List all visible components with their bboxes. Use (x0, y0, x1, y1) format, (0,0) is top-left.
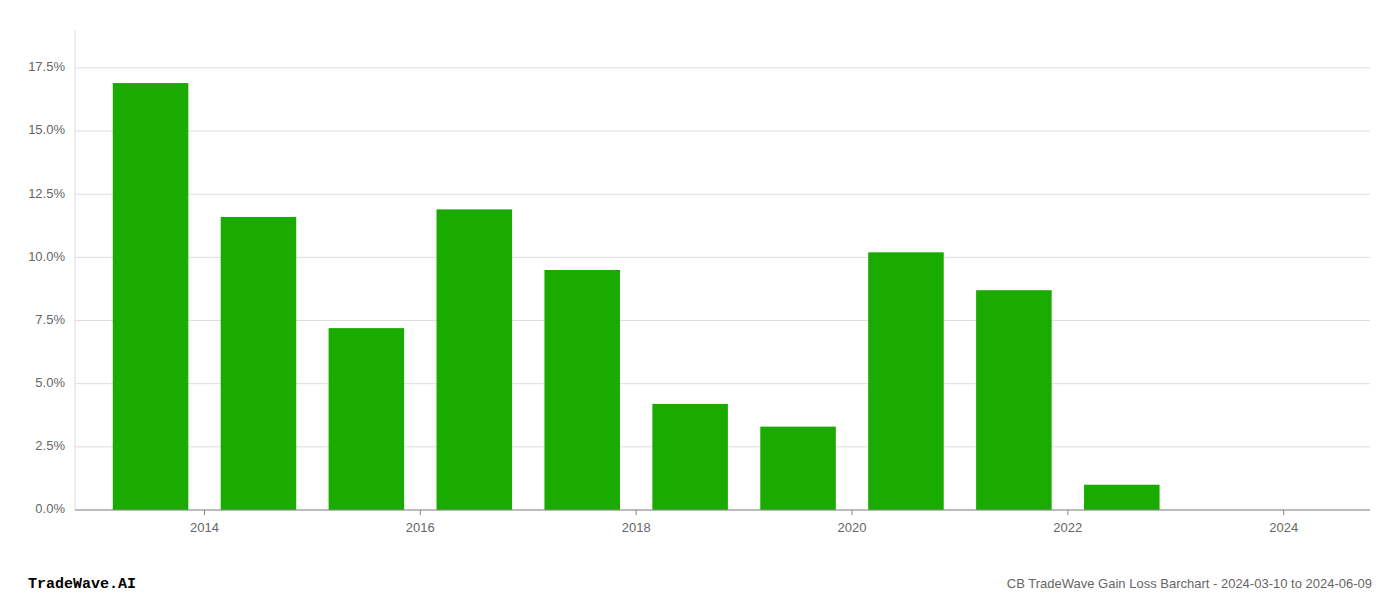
grid-line (75, 510, 1370, 511)
footer-right: CB TradeWave Gain Loss Barchart - 2024-0… (1007, 576, 1372, 591)
chart: 0.0% 2.5% 5.0% 7.5% 10.0% 12.5% 15.0% 17.5% 2014… (0, 0, 1400, 600)
x-tick (1283, 510, 1284, 515)
x-tick (636, 510, 637, 515)
footer-left: TradeWave.AI (28, 576, 136, 593)
y-tick-label: 0.0% (35, 501, 65, 516)
x-tick-label: 2020 (838, 520, 867, 535)
y-axis-line (75, 30, 76, 510)
y-tick-label: 2.5% (35, 438, 65, 453)
bar (329, 328, 405, 510)
grid-line (75, 194, 1370, 195)
y-tick-label: 7.5% (35, 312, 65, 327)
x-tick-label: 2014 (190, 520, 219, 535)
x-tick-label: 2022 (1053, 520, 1082, 535)
x-tick (1067, 510, 1068, 515)
bar (221, 217, 297, 510)
x-tick-label: 2016 (406, 520, 435, 535)
x-axis-line (75, 510, 1370, 511)
bar (976, 290, 1052, 510)
bar (113, 83, 189, 510)
y-tick-labels: 0.0% 2.5% 5.0% 7.5% 10.0% 12.5% 15.0% 17.5% (28, 59, 65, 516)
bar (1084, 485, 1160, 510)
y-tick-label: 5.0% (35, 375, 65, 390)
grid (75, 68, 1370, 510)
bar (437, 209, 513, 510)
x-tick (204, 510, 205, 515)
y-tick-label: 17.5% (28, 59, 65, 74)
x-tick-label: 2024 (1269, 520, 1298, 535)
bar (544, 270, 620, 510)
x-tick-label: 2018 (622, 520, 651, 535)
x-tick (420, 510, 421, 515)
y-tick-label: 15.0% (28, 122, 65, 137)
bar (868, 252, 944, 510)
bars (113, 83, 1160, 510)
x-tick (852, 510, 853, 515)
bar (652, 404, 728, 510)
y-tick-label: 12.5% (28, 186, 65, 201)
grid-line (75, 131, 1370, 132)
x-ticks: 2014 2016 2018 2020 2022 2024 (190, 510, 1298, 535)
grid-line (75, 67, 1370, 68)
y-tick-label: 10.0% (28, 249, 65, 264)
bar (760, 427, 836, 510)
